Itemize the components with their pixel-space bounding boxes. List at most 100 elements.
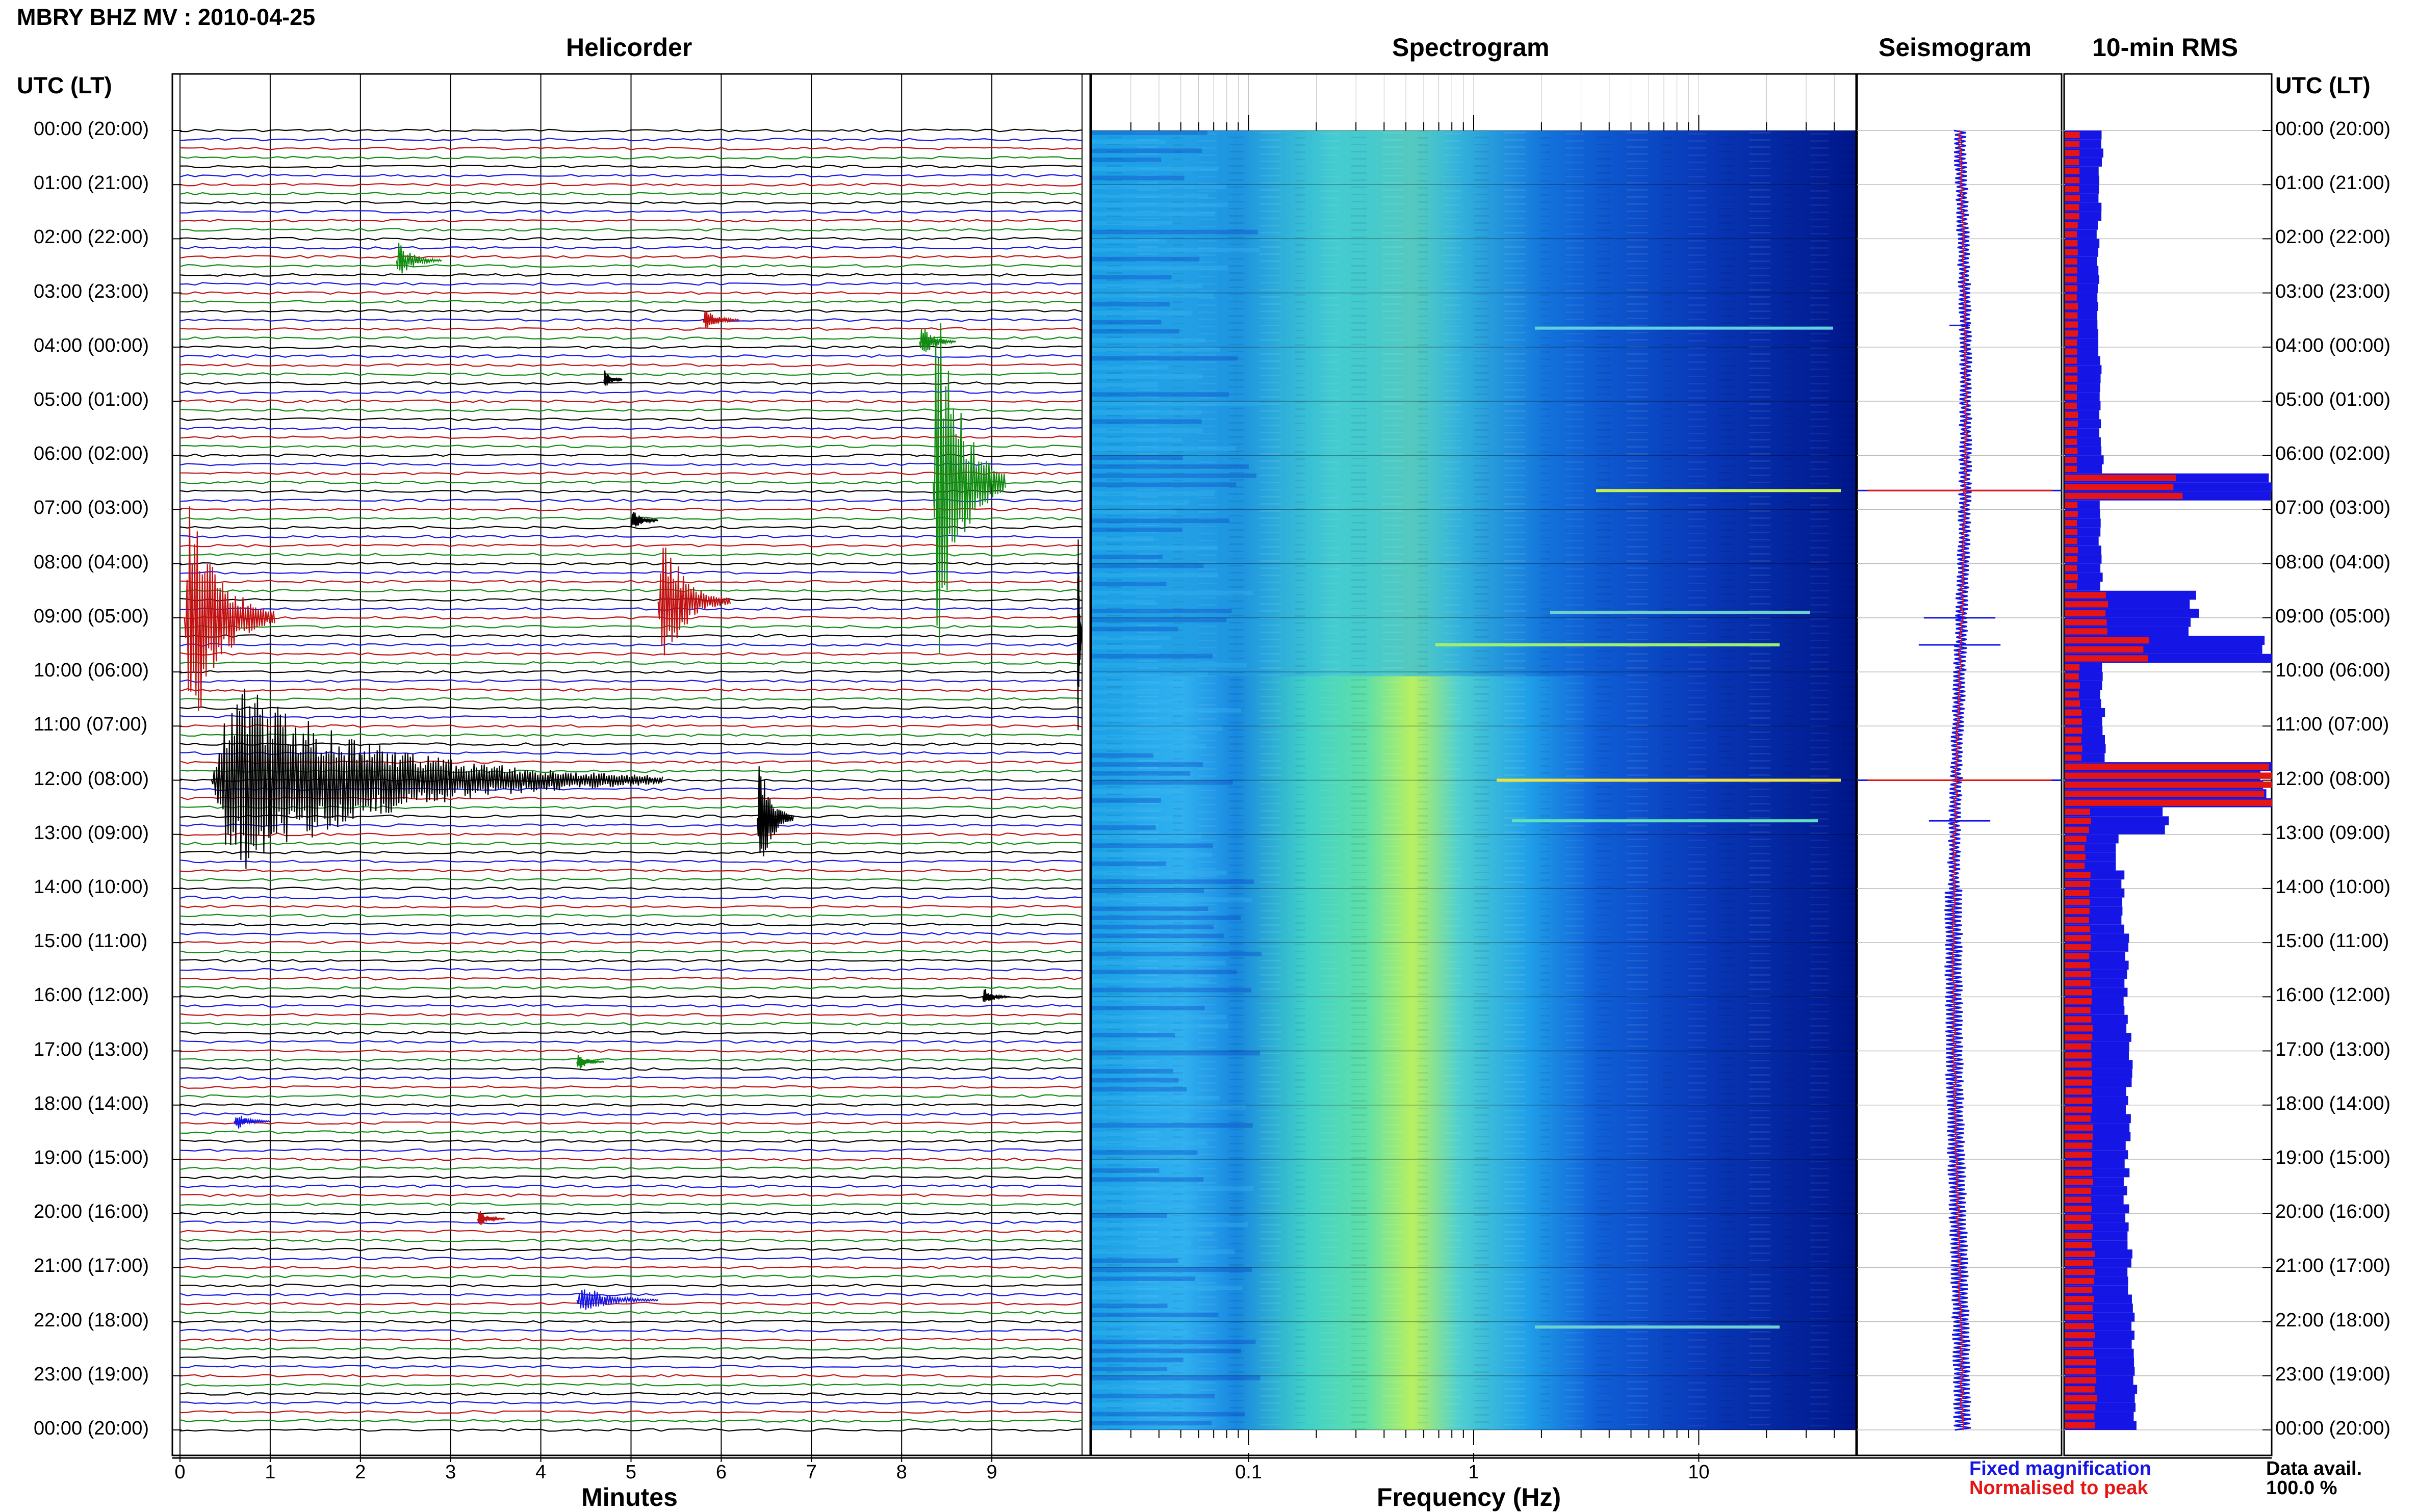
rms-normalised-bar <box>2065 150 2080 157</box>
spectrogram-row <box>1091 916 1241 920</box>
rms-normalised-bar <box>2065 1133 2093 1140</box>
spectrogram-row <box>1091 212 1216 217</box>
rms-normalised-bar <box>2065 754 2082 761</box>
spectrogram-row <box>1091 879 1254 884</box>
time-label-right: 06:00 (02:00) <box>2275 443 2391 465</box>
helicorder-trace <box>179 877 1083 881</box>
spectrogram-row <box>1091 1087 1187 1092</box>
helicorder-trace <box>179 1040 1083 1044</box>
helicorder-trace <box>179 1157 1083 1161</box>
spectrogram-row <box>1091 780 1233 785</box>
spectrogram-row <box>1091 1132 1162 1137</box>
rms-normalised-bar <box>2065 1241 2092 1248</box>
spectrogram-row <box>1091 699 1178 704</box>
helicorder-trace <box>179 309 1083 313</box>
helicorder-trace <box>179 1401 1083 1405</box>
time-label-left: 13:00 (09:00) <box>34 822 149 844</box>
helicorder-trace <box>179 859 1083 864</box>
time-label-left: 00:00 (20:00) <box>34 1418 149 1439</box>
helicorder-trace <box>179 516 1083 520</box>
minute-tick-label: 8 <box>896 1462 907 1483</box>
spectrogram-row <box>1091 338 1205 343</box>
spectrogram-row <box>1091 185 1226 190</box>
time-label-left: 21:00 (17:00) <box>34 1255 149 1277</box>
helicorder-trace <box>179 995 1083 999</box>
helicorder-title: Helicorder <box>566 33 692 62</box>
spectrogram-row <box>1091 771 1191 776</box>
helicorder-trace <box>179 1229 1083 1234</box>
spectrogram-event-streak <box>1550 611 1810 614</box>
spectrogram-row <box>1091 374 1203 379</box>
frequency-tick-label: 1 <box>1468 1462 1479 1483</box>
helicorder-trace <box>179 589 1083 593</box>
helicorder-trace <box>179 553 1083 557</box>
rms-normalised-bar <box>2065 601 2109 608</box>
helicorder-trace <box>179 264 1083 268</box>
helicorder-trace <box>179 1211 1083 1215</box>
rms-normalised-bar <box>2065 1332 2095 1339</box>
time-label-left: 09:00 (05:00) <box>34 605 149 627</box>
time-label-right: 17:00 (13:00) <box>2275 1038 2391 1060</box>
helicorder-trace <box>179 390 1083 394</box>
spectrogram-row <box>1091 970 1237 975</box>
helicorder-trace <box>179 246 1083 250</box>
spectrogram-row <box>1091 1213 1167 1218</box>
rms-normalised-bar <box>2065 971 2091 978</box>
time-label-right: 08:00 (04:00) <box>2275 551 2391 573</box>
helicorder-trace <box>179 742 1083 746</box>
minute-tick-label: 4 <box>535 1462 546 1483</box>
rms-normalised-bar <box>2065 962 2090 969</box>
helicorder-trace <box>179 832 1083 837</box>
helicorder-trace <box>179 1265 1083 1269</box>
helicorder-trace <box>179 543 1083 548</box>
helicorder-event <box>576 1289 659 1310</box>
rms-normalised-bar <box>2065 1097 2093 1104</box>
helicorder-trace <box>179 363 1083 367</box>
rms-normalised-bar <box>2065 1422 2095 1429</box>
spectrogram-row <box>1091 1096 1220 1101</box>
helicorder-trace <box>180 444 1083 449</box>
rms-normalised-bar <box>2065 321 2078 328</box>
spectrogram-row <box>1091 256 1200 262</box>
rms-normalised-bar <box>2065 799 2272 806</box>
minute-tick-label: 6 <box>716 1462 727 1483</box>
spectrogram-row <box>1091 1304 1168 1309</box>
rms-normalised-bar <box>2065 1404 2096 1411</box>
time-label-left: 17:00 (13:00) <box>34 1038 149 1060</box>
time-label-right: 16:00 (12:00) <box>2275 984 2391 1006</box>
rms-normalised-bar <box>2065 998 2092 1005</box>
spectrogram-row <box>1091 978 1209 983</box>
rms-normalised-bar <box>2065 763 2269 770</box>
time-label-right: 19:00 (15:00) <box>2275 1146 2391 1168</box>
legend-fixed-magnification: Fixed magnification <box>1969 1458 2151 1479</box>
rms-normalised-bar <box>2065 836 2087 842</box>
rms-normalised-bar <box>2065 899 2090 905</box>
spectrogram-row <box>1091 139 1166 144</box>
spectrogram-row <box>1091 1385 1190 1390</box>
rms-normalised-bar <box>2065 475 2176 481</box>
rms-normalised-bar <box>2065 1016 2092 1023</box>
rms-normalised-bar <box>2065 1196 2092 1203</box>
time-label-left: 11:00 (07:00) <box>34 714 148 736</box>
time-label-right: 21:00 (17:00) <box>2275 1255 2391 1277</box>
spectrogram-row <box>1091 834 1202 839</box>
rms-normalised-bar <box>2065 393 2077 400</box>
helicorder-trace <box>179 580 1083 584</box>
rms-normalised-bar <box>2065 1305 2093 1312</box>
rms-normalised-bar <box>2065 448 2078 454</box>
rms-normalised-bar <box>2065 519 2077 527</box>
helicorder-trace <box>179 562 1083 566</box>
helicorder-trace <box>179 345 1083 349</box>
rms-normalised-bar <box>2065 1223 2093 1230</box>
helicorder-trace <box>179 1031 1083 1035</box>
spectrogram-row <box>1091 148 1202 153</box>
rms-normalised-bar <box>2065 817 2091 824</box>
rms-normalised-bar <box>2065 1233 2092 1239</box>
rms-normalised-bar <box>2065 339 2077 346</box>
rms-normalised-bar <box>2065 556 2078 563</box>
helicorder-trace <box>179 155 1083 160</box>
rms-normalised-bar <box>2065 1260 2093 1266</box>
helicorder-trace <box>179 841 1083 846</box>
rms-normalised-bar <box>2065 745 2082 752</box>
spectrogram-row <box>1091 1412 1245 1417</box>
